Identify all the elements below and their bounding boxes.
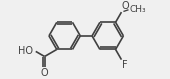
Text: O: O	[41, 68, 48, 78]
Text: HO: HO	[18, 46, 33, 56]
Text: F: F	[122, 60, 128, 70]
Text: CH₃: CH₃	[129, 5, 146, 14]
Text: O: O	[122, 1, 130, 11]
